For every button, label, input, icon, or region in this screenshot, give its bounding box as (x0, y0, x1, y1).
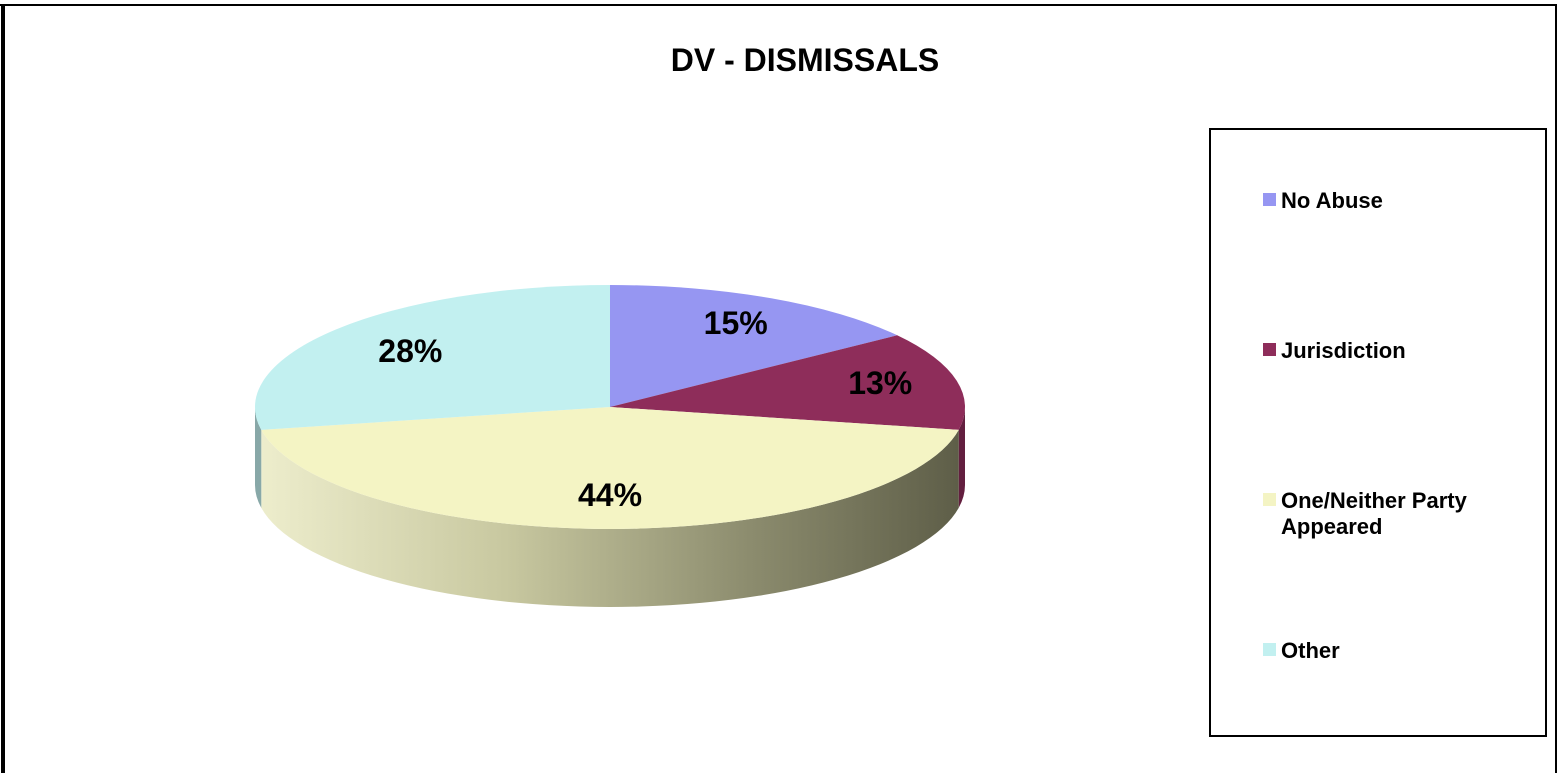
legend-swatch-jurisdiction (1263, 343, 1276, 356)
pie-side-jurisdiction (958, 407, 965, 508)
legend: No Abuse Jurisdiction One/Neither Party … (1209, 128, 1547, 737)
data-label-one-neither-party-appeared: 44% (578, 477, 642, 513)
legend-label: One/Neither Party Appeared (1281, 488, 1467, 539)
chart-frame-top-right (0, 4, 1557, 773)
chart-title: DV - DISMISSALS (670, 42, 940, 78)
data-label-no-abuse: 15% (704, 305, 768, 341)
data-label-jurisdiction: 13% (848, 365, 912, 401)
pie-slice-no-abuse (610, 285, 898, 407)
legend-swatch-other (1263, 643, 1276, 656)
pie-side-one-neither-party-appeared (261, 429, 959, 607)
pie-slice-jurisdiction (610, 335, 966, 430)
legend-label: Jurisdiction (1281, 338, 1406, 363)
legend-label: No Abuse (1281, 188, 1383, 213)
legend-item-jurisdiction: Jurisdiction (1263, 338, 1531, 364)
legend-item-other: Other (1263, 638, 1531, 664)
legend-swatch-one-neither-party-appeared (1263, 493, 1276, 506)
pie-slice-one-neither-party-appeared (261, 407, 959, 529)
legend-label: Other (1281, 638, 1340, 663)
legend-item-no-abuse: No Abuse (1263, 188, 1531, 214)
pie-slice-other (255, 285, 610, 430)
legend-swatch-no-abuse (1263, 193, 1276, 206)
data-label-other: 28% (378, 333, 442, 369)
legend-item-one-neither-party-appeared: One/Neither Party Appeared (1263, 488, 1511, 540)
pie-side-other (255, 407, 262, 508)
